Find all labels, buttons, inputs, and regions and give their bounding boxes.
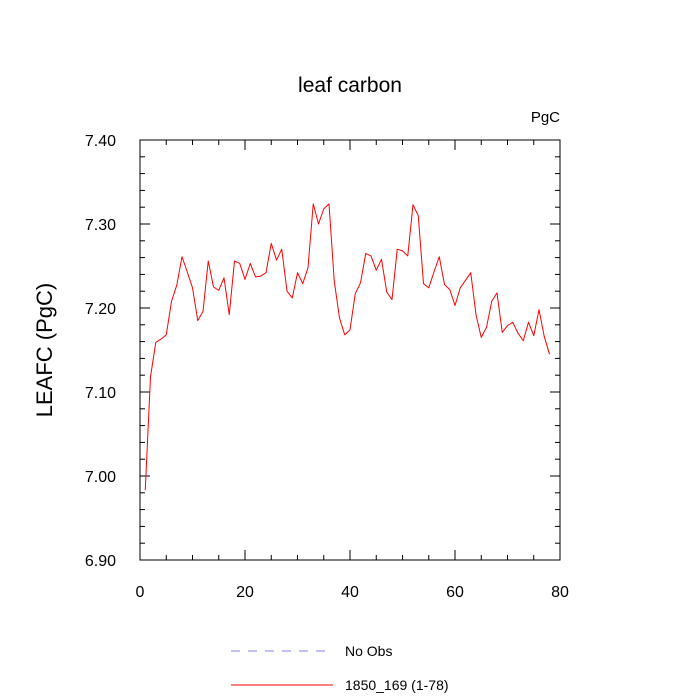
y-tick-label: 7.30 (85, 217, 116, 234)
plot-frame (139, 139, 561, 561)
x-tick-label: 0 (136, 584, 145, 601)
chart-title: leaf carbon (298, 74, 402, 97)
y-tick-label: 7.40 (85, 133, 116, 150)
x-tick-label: 40 (341, 584, 359, 601)
units-label: PgC (531, 109, 560, 126)
x-tick-label: 80 (551, 584, 569, 601)
legend-label: 1850_169 (1-78) (345, 677, 449, 693)
series-line (144, 203, 550, 491)
legend-label: No Obs (345, 643, 392, 659)
y-tick-label: 7.00 (85, 469, 116, 486)
x-tick-label: 60 (446, 584, 464, 601)
y-tick-label: 6.90 (85, 553, 116, 570)
y-tick-labels: 6.90 7.00 7.10 7.20 7.30 7.40 (85, 133, 116, 570)
series-layer (144, 203, 550, 491)
x-tick-label: 20 (236, 584, 254, 601)
legend: No Obs 1850_169 (1-78) (231, 643, 449, 693)
y-axis-label: LEAFC (PgC) (32, 283, 57, 417)
x-tick-labels: 0 20 40 60 80 (136, 584, 569, 601)
axis-ticks (139, 139, 561, 561)
y-tick-label: 7.10 (85, 385, 116, 402)
y-tick-label: 7.20 (85, 301, 116, 318)
